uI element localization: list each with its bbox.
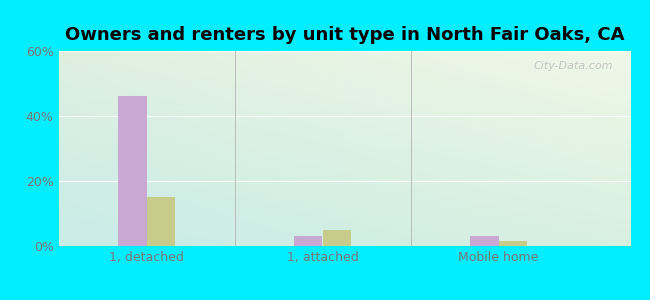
Bar (471, 236, 499, 246)
Text: City-Data.com: City-Data.com (534, 61, 614, 71)
Bar (118, 97, 146, 246)
Legend: Owner occupied units, Renter occupied units: Owner occupied units, Renter occupied un… (175, 299, 514, 300)
Bar (294, 236, 322, 246)
Bar (322, 230, 350, 246)
Bar (146, 197, 175, 246)
Title: Owners and renters by unit type in North Fair Oaks, CA: Owners and renters by unit type in North… (65, 26, 624, 44)
Bar (499, 241, 526, 246)
